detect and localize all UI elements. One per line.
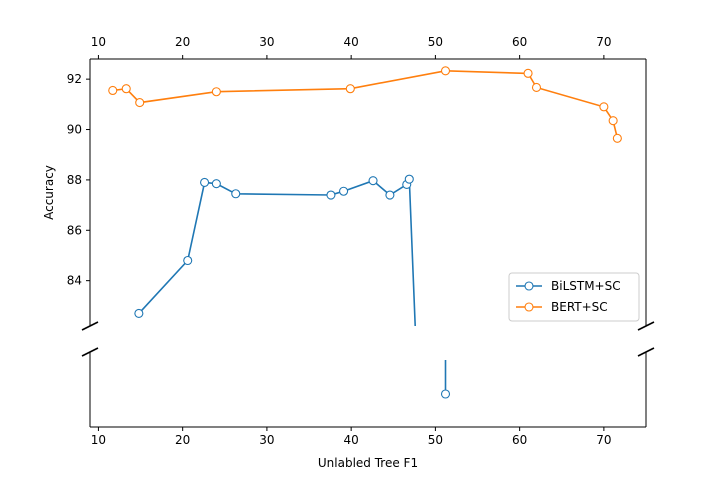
data-point (326, 190, 336, 200)
legend-marker (524, 302, 534, 312)
y-axis-label: Accuracy (42, 165, 56, 220)
data-point (599, 102, 609, 112)
axis-break-marks (81, 321, 655, 357)
series-line (138, 178, 416, 327)
data-point (608, 116, 618, 126)
series-line (112, 69, 619, 139)
x-axis-label: Unlabled Tree F1 (318, 456, 418, 470)
data-point (200, 177, 210, 187)
series-bilstm-sc (134, 174, 451, 399)
data-point (339, 186, 349, 196)
x-tick-label-top: 30 (259, 35, 274, 49)
legend-entry-label: BiLSTM+SC (551, 279, 621, 293)
y-tick-label: 88 (67, 173, 82, 187)
data-point (368, 176, 378, 186)
data-point (135, 98, 145, 108)
y-tick-label: 92 (67, 72, 82, 86)
data-point (211, 179, 221, 189)
break-mark (637, 321, 655, 331)
break-mark (637, 347, 655, 357)
data-point (404, 174, 414, 184)
data-point (231, 189, 241, 199)
axis-ticks: 10 10 20 20 30 30 40 40 50 50 60 60 70 70 84 86 88 90 92 (67, 35, 612, 447)
data-point (134, 308, 144, 318)
legend-marker (524, 281, 534, 291)
x-tick-label-top: 10 (91, 35, 106, 49)
series-bert-sc (108, 66, 622, 143)
series-group (108, 66, 622, 399)
data-point (183, 255, 193, 266)
data-point (121, 84, 131, 94)
data-point (108, 85, 118, 96)
axes-frame (89, 58, 647, 428)
x-tick-label-top: 50 (428, 35, 443, 49)
x-tick-label-top: 20 (175, 35, 190, 49)
x-tick-label-bottom: 60 (512, 433, 527, 447)
data-point (440, 389, 451, 399)
x-tick-label-bottom: 50 (428, 433, 443, 447)
x-tick-label-bottom: 30 (259, 433, 274, 447)
data-point (531, 82, 542, 93)
x-tick-label-bottom: 20 (175, 433, 190, 447)
x-tick-label-bottom: 70 (596, 433, 611, 447)
legend: BiLSTM+SC BERT+SC (508, 272, 640, 322)
break-mark (81, 347, 99, 357)
break-mark (81, 321, 99, 331)
data-point (440, 66, 451, 76)
data-point (385, 190, 395, 200)
legend-box (508, 272, 640, 322)
x-tick-label-top: 70 (596, 35, 611, 49)
x-tick-label-top: 40 (344, 35, 359, 49)
y-tick-label: 90 (67, 123, 82, 137)
y-tick-label: 84 (67, 274, 82, 288)
x-tick-label-top: 60 (512, 35, 527, 49)
x-tick-label-bottom: 40 (344, 433, 359, 447)
data-point (523, 68, 533, 78)
x-tick-label-bottom: 10 (91, 433, 106, 447)
legend-entry-label: BERT+SC (551, 300, 608, 314)
data-point (345, 84, 355, 94)
data-point (211, 87, 221, 97)
y-tick-label: 86 (67, 223, 82, 237)
data-point (612, 133, 622, 143)
